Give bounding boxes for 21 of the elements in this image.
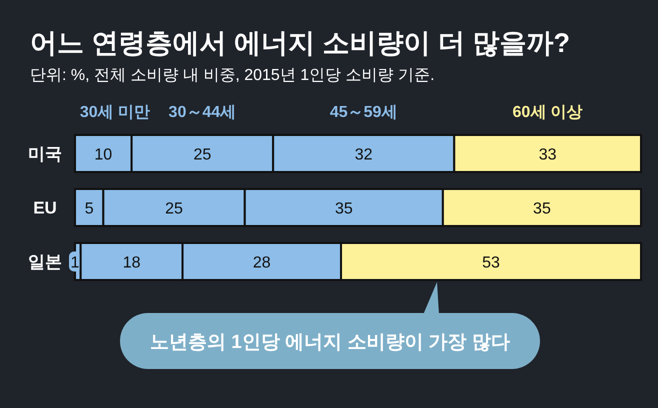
data-label: 53 <box>482 254 500 272</box>
y-tick-label: 일본 <box>28 252 62 272</box>
data-label: 18 <box>122 254 141 272</box>
data-label: 35 <box>334 200 353 218</box>
data-label: 5 <box>84 200 94 218</box>
y-tick-label: EU <box>33 198 57 218</box>
text: 45～59세 <box>330 104 398 121</box>
data-label: 35 <box>533 200 551 218</box>
data-label: 25 <box>165 200 184 218</box>
text: 30세 미만 <box>80 104 150 121</box>
y-tick-label: 미국 <box>28 144 62 164</box>
chart-title: 어느 연령층에서 에너지 소비량이 더 많을까? <box>30 28 570 58</box>
data-label: 32 <box>354 146 373 164</box>
chart-subtitle: 단위: %, 전체 소비량 내 비중, 2015년 1인당 소비량 기준. <box>30 67 435 84</box>
data-label: 25 <box>193 146 212 164</box>
text: 60세 이상 <box>512 104 583 121</box>
text: 노년층의 1인당 에너지 소비량이 가장 많다 <box>150 332 510 353</box>
data-label: 28 <box>252 254 271 272</box>
data-label: 33 <box>538 146 557 164</box>
text: 30～44세 <box>168 104 236 121</box>
data-label: 10 <box>94 146 112 164</box>
